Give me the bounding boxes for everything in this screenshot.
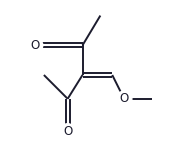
Text: O: O <box>30 39 40 52</box>
Circle shape <box>27 38 43 53</box>
Text: O: O <box>63 125 72 138</box>
Circle shape <box>60 124 75 139</box>
Text: O: O <box>120 92 129 105</box>
Circle shape <box>116 91 132 106</box>
